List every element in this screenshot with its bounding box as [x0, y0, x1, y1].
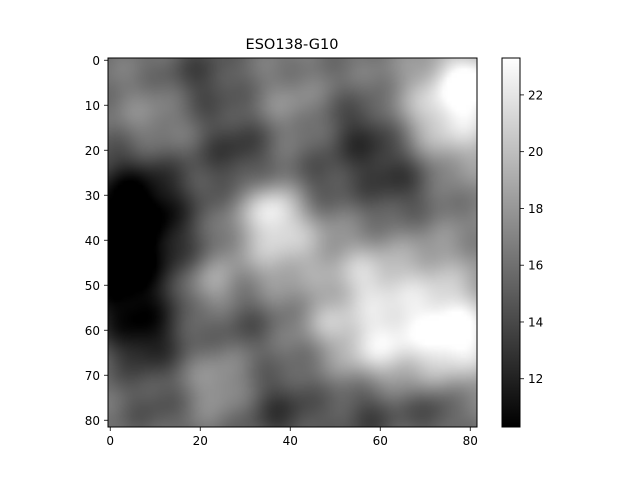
chart-title: ESO138-G10 — [246, 37, 339, 53]
x-tick-label: 40 — [283, 434, 298, 448]
colorbar-tick-label: 18 — [528, 202, 543, 216]
colorbar-tick-label: 22 — [528, 88, 543, 102]
x-axis: 0 20 40 60 80 — [106, 427, 478, 448]
y-tick-label: 70 — [85, 369, 100, 383]
y-tick-label: 40 — [85, 234, 100, 248]
y-tick-label: 0 — [92, 54, 100, 68]
x-tick-label: 80 — [463, 434, 478, 448]
heatmap-image — [108, 58, 477, 427]
y-tick-label: 80 — [85, 414, 100, 428]
y-tick-label: 50 — [85, 279, 100, 293]
x-tick-label: 60 — [373, 434, 388, 448]
plot-frame — [107, 57, 478, 428]
colorbar-axis: 12 14 16 18 20 22 — [520, 88, 543, 386]
y-tick-label: 10 — [85, 99, 100, 113]
x-tick-label: 0 — [106, 434, 114, 448]
colorbar-tick-label: 16 — [528, 259, 543, 273]
colorbar-tick-label: 20 — [528, 145, 543, 159]
colorbar-tick-label: 14 — [528, 315, 543, 329]
y-tick-label: 60 — [85, 324, 100, 338]
colorbar — [501, 57, 521, 428]
colorbar-tick-label: 12 — [528, 372, 543, 386]
x-tick-label: 20 — [193, 434, 208, 448]
y-tick-label: 30 — [85, 189, 100, 203]
y-tick-label: 20 — [85, 144, 100, 158]
y-axis: 0 10 20 30 40 50 60 70 80 — [85, 54, 108, 428]
